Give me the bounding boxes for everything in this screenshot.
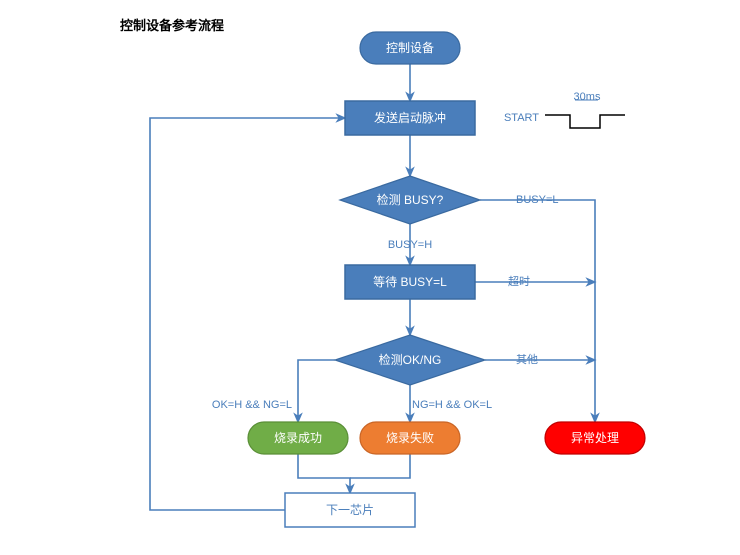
edge-8 [298,360,335,422]
edge-7-label: NG=H && OK=L [412,399,492,411]
node-exception-label: 异常处理 [571,431,619,445]
edge-8-label: OK=H && NG=L [212,399,292,411]
edge-4 [480,200,595,422]
timing-start-label: START [504,112,539,124]
node-next_chip-label: 下一芯片 [326,503,374,517]
edge-4-label: BUSY=L [516,194,559,206]
node-start-label: 控制设备 [386,41,434,55]
node-fail-label: 烧录失败 [386,430,434,445]
edge-10 [350,454,410,478]
node-wait_busy-label: 等待 BUSY=L [373,275,447,289]
edge-6-label: 其他 [516,353,538,366]
node-check_okng-label: 检测OK/NG [379,352,442,367]
edge-9 [298,454,350,493]
flowchart-canvas: 控制设备发送启动脉冲检测 BUSY? 等待 BUSY=L 检测OK/NG 烧录成功 烧录… [0,0,740,555]
node-send_pulse-label: 发送启动脉冲 [374,110,446,125]
node-success-label: 烧录成功 [274,431,322,445]
edge-2-label: BUSY=H [388,239,432,251]
timing-duration-label: 30ms [574,91,601,103]
timing-waveform [545,115,625,128]
node-check_busy-label: 检测 BUSY? [377,192,444,207]
edge-5-label: 超时 [508,274,530,288]
page-title: 控制设备参考流程 [120,18,224,33]
